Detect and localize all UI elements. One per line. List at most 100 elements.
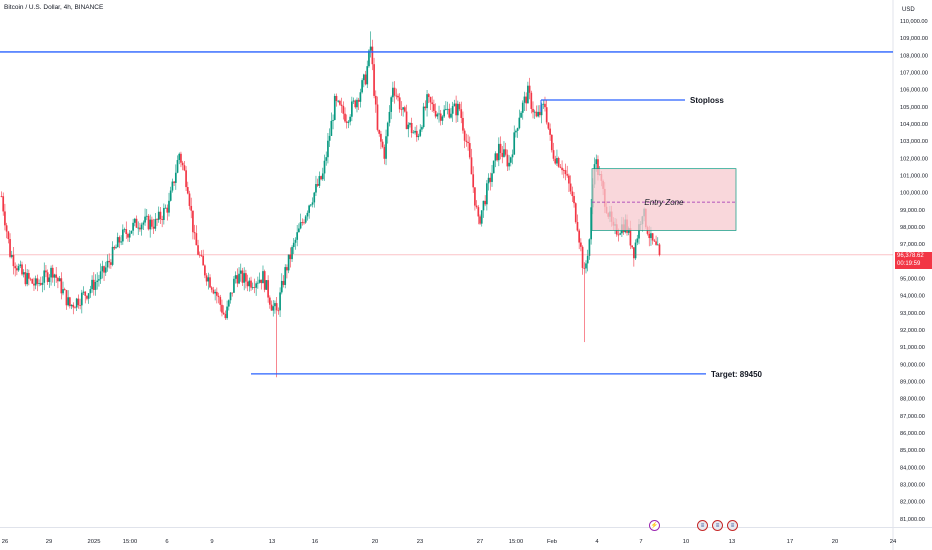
candle-body — [140, 224, 143, 230]
x-tick-label: 10 — [683, 539, 689, 545]
candle-body — [77, 298, 80, 306]
candle-body — [202, 255, 205, 266]
candle-body — [33, 283, 35, 286]
candle-body — [120, 241, 122, 243]
candle-body — [41, 282, 44, 285]
candle-body — [29, 278, 32, 280]
candle-body — [634, 242, 637, 259]
candle-body — [412, 132, 415, 134]
candle-body — [320, 176, 322, 180]
candle-body — [487, 177, 490, 184]
candle-body — [339, 100, 341, 105]
candle-body — [415, 130, 418, 138]
candle-body — [75, 298, 78, 308]
candle-body — [583, 267, 586, 269]
x-tick-label: 15:00 — [123, 539, 138, 545]
candle-body — [233, 278, 235, 293]
candle-body — [157, 211, 160, 220]
candle-body — [458, 103, 461, 110]
candle-body — [427, 94, 430, 98]
candle-body — [91, 279, 93, 290]
candle-body — [496, 153, 498, 161]
candle-body — [58, 278, 61, 282]
candle-body — [533, 111, 536, 113]
candle-body — [94, 282, 97, 290]
candle-body — [356, 99, 358, 108]
candle-body — [248, 280, 251, 287]
candle-body — [130, 230, 133, 234]
candle-body — [292, 242, 295, 248]
candle-body — [492, 160, 495, 174]
candle-body — [186, 187, 189, 194]
x-tick-label: 16 — [312, 539, 318, 545]
y-tick-label: 101,000.00 — [900, 174, 928, 180]
candle-body — [385, 136, 387, 159]
candle-body — [351, 101, 353, 117]
candle-body — [22, 272, 25, 275]
candle-body — [241, 270, 244, 283]
candle-body — [571, 191, 574, 197]
candle-body — [475, 205, 478, 208]
candle-body — [374, 95, 377, 105]
candle-body — [460, 109, 463, 118]
candle-body — [139, 227, 141, 230]
candle-body — [10, 255, 13, 257]
candle-body — [92, 279, 95, 290]
candle-body — [286, 267, 288, 271]
candle-body — [381, 141, 384, 147]
candle-body — [357, 99, 360, 102]
candle-body — [142, 222, 145, 225]
candle-body — [597, 159, 599, 175]
candle-body — [550, 134, 553, 151]
candle-body — [480, 210, 483, 224]
candle-body — [499, 143, 502, 153]
candle-body — [388, 111, 391, 123]
candle-body — [147, 215, 150, 230]
chart-title: Bitcoin / U.S. Dollar, 4h, BINANCE — [4, 4, 104, 11]
candle-body — [43, 270, 46, 283]
currency-label[interactable]: USD — [902, 7, 915, 13]
candle-body — [128, 233, 131, 238]
candle-body — [438, 113, 440, 115]
candle-body — [581, 246, 584, 268]
candle-body — [185, 170, 187, 188]
candle-body — [436, 114, 439, 117]
candle-body — [433, 104, 435, 111]
candle-body — [57, 277, 59, 282]
candle-body — [523, 96, 526, 103]
y-tick-label: 102,000.00 — [900, 156, 928, 162]
candle-body — [251, 287, 254, 288]
candle-body — [210, 287, 213, 290]
lightning-icon[interactable]: ⚡ — [649, 520, 660, 531]
candle-body — [133, 218, 136, 223]
candle-body — [115, 247, 117, 249]
candle-body — [69, 297, 71, 307]
candle-body — [352, 100, 355, 102]
candle-body — [176, 160, 179, 173]
x-tick-label: 15:00 — [509, 539, 524, 545]
candle-body — [159, 211, 162, 220]
candle-body — [402, 107, 404, 110]
candle-body — [306, 212, 309, 217]
candle-body — [19, 264, 22, 267]
candle-body — [239, 270, 242, 274]
candle-body — [149, 219, 152, 230]
x-tick-label: 23 — [417, 539, 423, 545]
candle-body — [173, 181, 175, 183]
candle-body — [395, 95, 398, 97]
candle-body — [537, 111, 539, 117]
candle-body — [386, 122, 389, 137]
candle-body — [151, 219, 153, 227]
candle-body — [180, 153, 182, 163]
y-tick-label: 83,000.00 — [900, 483, 925, 489]
candle-body — [434, 110, 437, 117]
candle-body — [309, 204, 312, 206]
candle-body — [527, 85, 529, 104]
us-flag-icon[interactable]: ≡ — [697, 520, 708, 531]
candle-body — [87, 293, 90, 299]
us-flag-icon[interactable]: ≡ — [727, 520, 738, 531]
candle-body — [417, 135, 420, 138]
us-flag-icon[interactable]: ≡ — [712, 520, 723, 531]
candle-body — [518, 117, 521, 129]
